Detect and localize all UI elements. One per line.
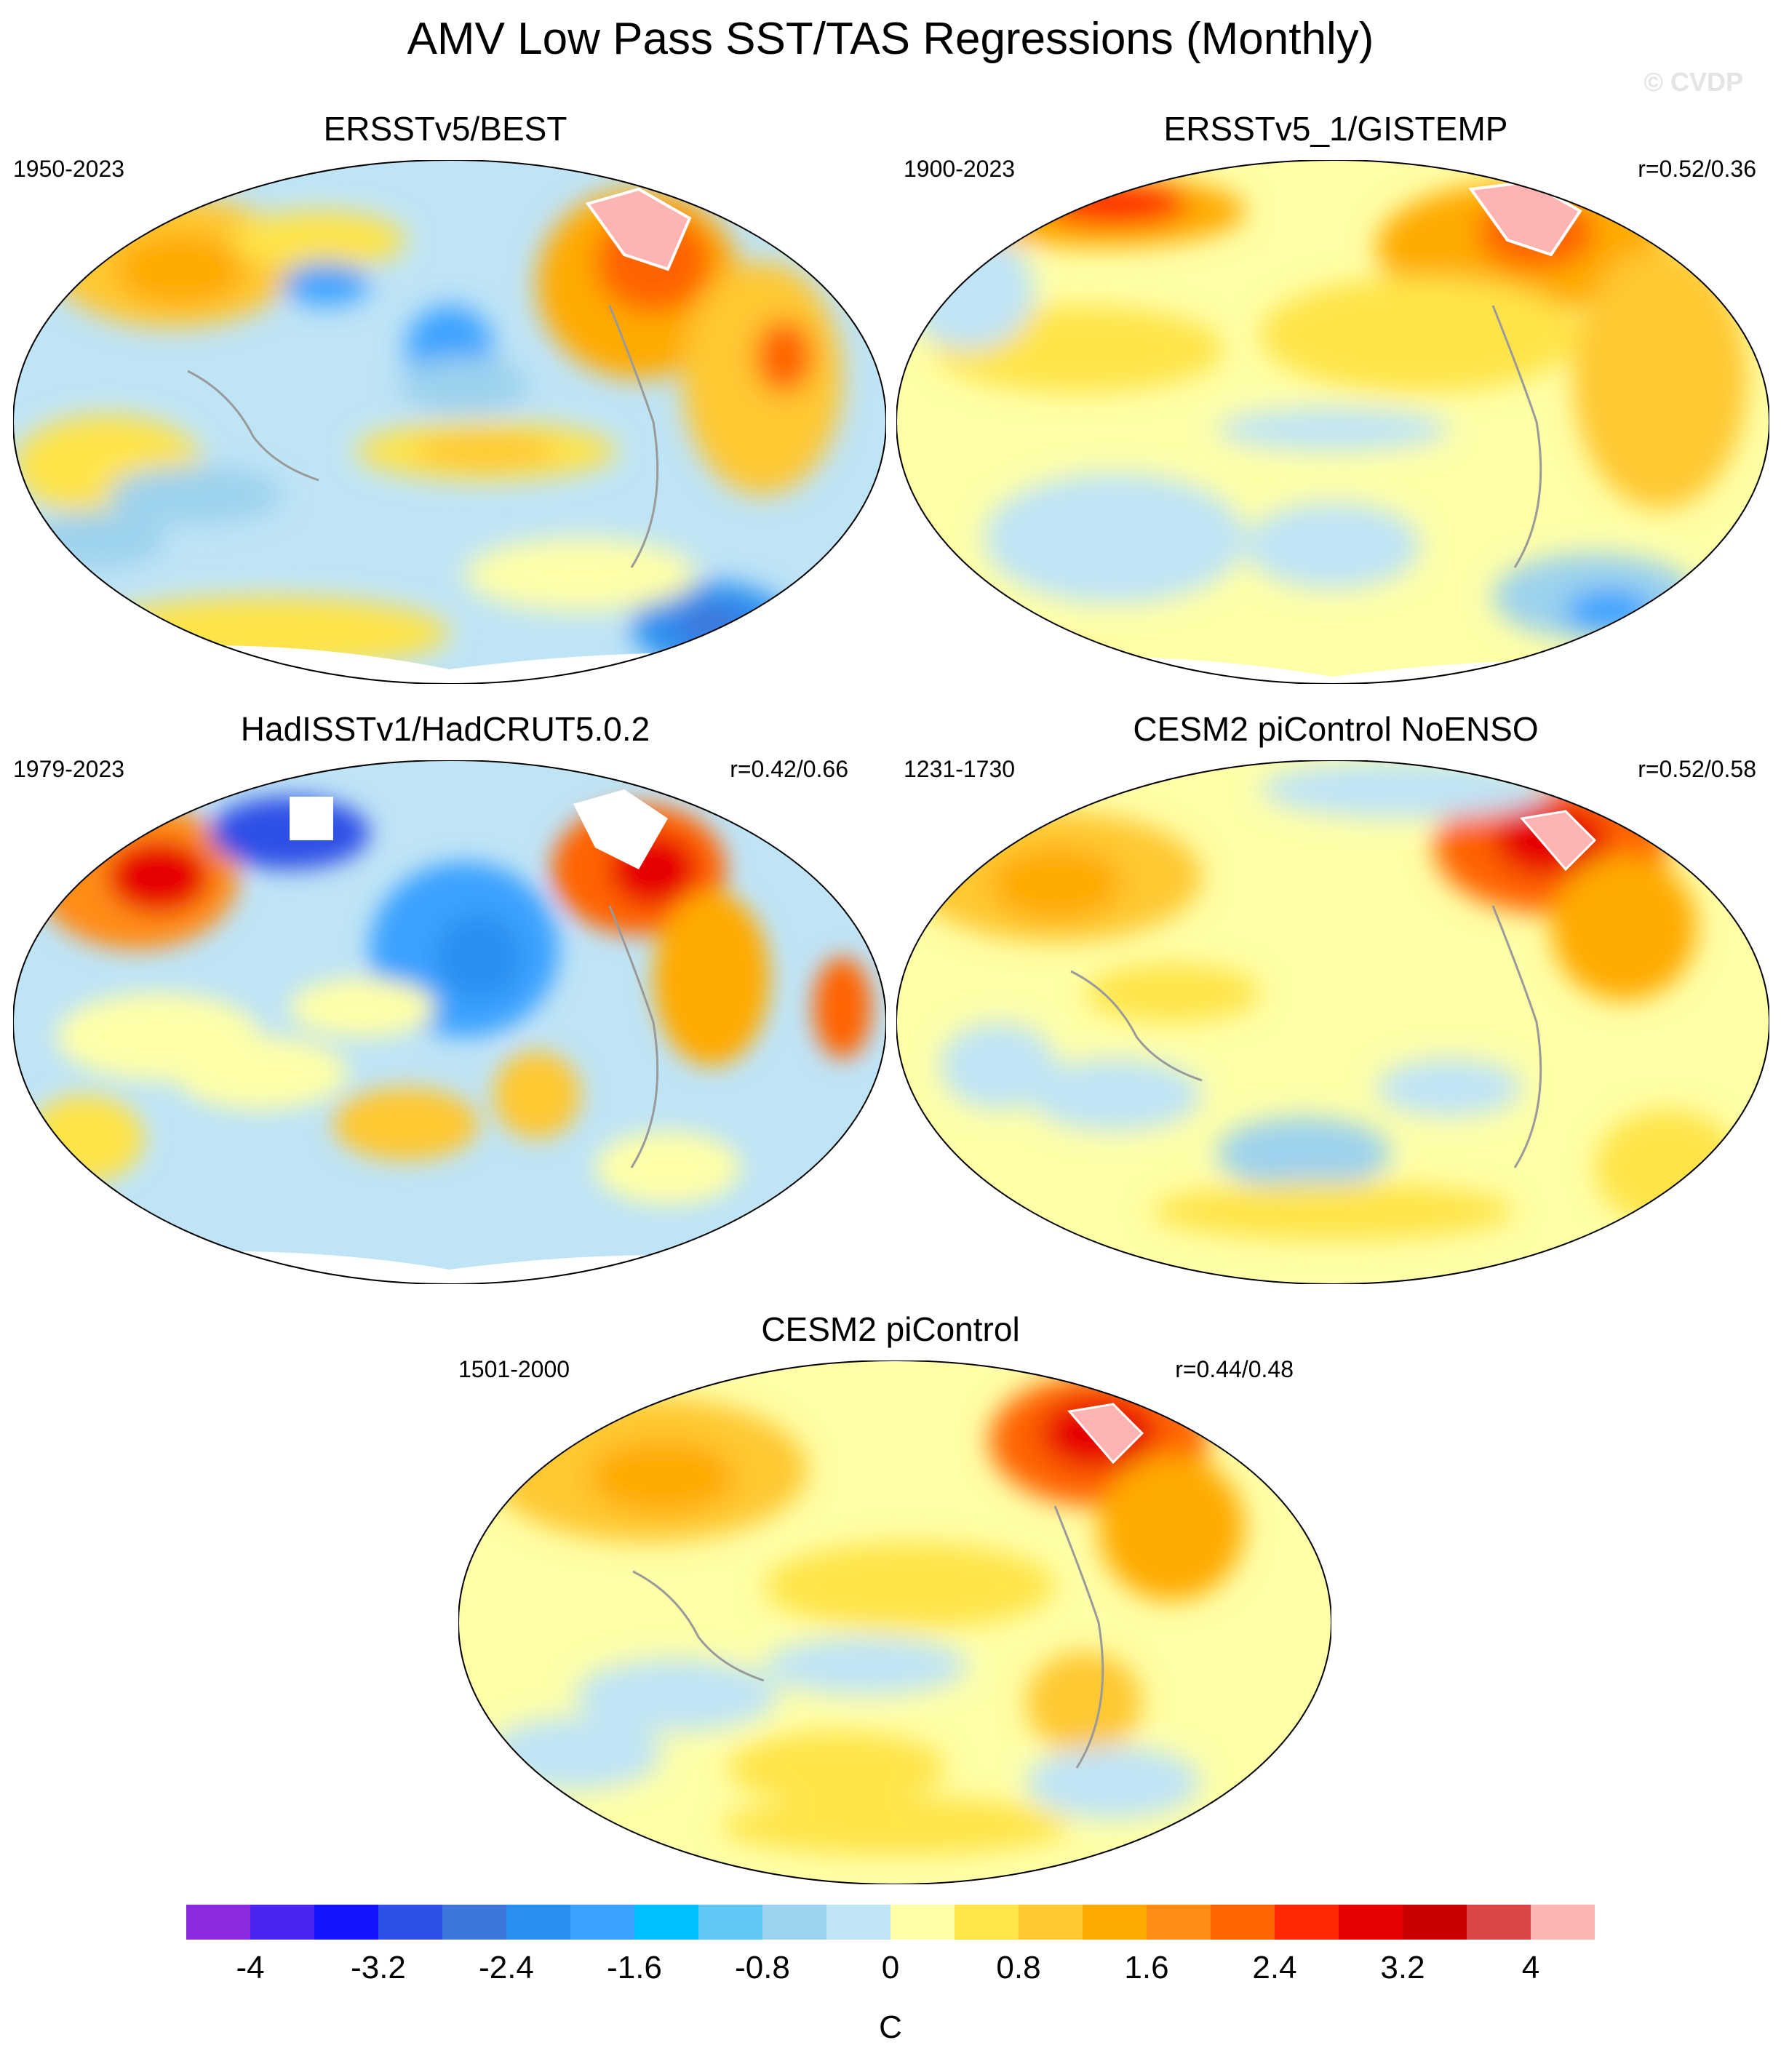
world-map: [896, 160, 1769, 684]
panel-cesm2-picontrol: CESM2 piControl 1501-2000 r=0.44/0.48: [445, 1310, 1336, 1892]
colorbar-swatch: [1019, 1905, 1083, 1940]
colorbar-swatch: [506, 1905, 571, 1940]
colorbar-swatch: [442, 1905, 507, 1940]
panel-title: CESM2 piControl NoENSO: [1133, 710, 1539, 748]
colorbar-tick-label: 2.4: [1252, 1950, 1297, 1985]
world-map: [13, 160, 886, 684]
panel-correlation: r=0.52/0.58: [1638, 756, 1756, 782]
colorbar-tick-label: -3.2: [351, 1950, 406, 1985]
panel-title: ERSSTv5/BEST: [323, 110, 567, 148]
colorbar-swatch: [570, 1905, 635, 1940]
panel-correlation: r=0.52/0.36: [1638, 156, 1756, 182]
colorbar-tick-label: -2.4: [479, 1950, 534, 1985]
colorbar-tick-label: -4: [236, 1950, 265, 1985]
panel-years: 1231-1730: [904, 756, 1016, 782]
colorbar-swatch: [314, 1905, 379, 1940]
colorbar-unit: C: [879, 2009, 902, 2045]
panel-years: 1979-2023: [13, 756, 125, 782]
panel-title: CESM2 piControl: [761, 1310, 1020, 1348]
panel-title: HadISSTv1/HadCRUT5.0.2: [240, 710, 650, 748]
figure-title: AMV Low Pass SST/TAS Regressions (Monthl…: [407, 14, 1374, 64]
colorbar-swatch: [186, 1905, 251, 1940]
colorbar-swatches: [186, 1905, 1595, 1940]
colorbar-tick-label: 4: [1521, 1950, 1540, 1985]
colorbar: [186, 1905, 1595, 1943]
colorbar-swatch: [1467, 1905, 1531, 1940]
colorbar-swatch: [762, 1905, 827, 1940]
panel-hadisstv1-hadcrut: HadISSTv1/HadCRUT5.0.2 1979-2023 r=0.42/…: [0, 709, 890, 1291]
panel-years: 1900-2023: [904, 156, 1016, 182]
world-map: [13, 760, 886, 1284]
panel-title: ERSSTv5_1/GISTEMP: [1163, 110, 1508, 148]
colorbar-swatch: [1275, 1905, 1339, 1940]
colorbar-swatch: [634, 1905, 699, 1940]
colorbar-swatch: [698, 1905, 763, 1940]
colorbar-swatch: [250, 1905, 315, 1940]
colorbar-swatch: [1531, 1905, 1595, 1940]
panel-correlation: r=0.44/0.48: [1175, 1356, 1294, 1382]
copyright-watermark: © CVDP: [1643, 67, 1743, 97]
colorbar-swatch: [1147, 1905, 1211, 1940]
colorbar-tick-label: 0: [881, 1950, 900, 1985]
world-map: [458, 1360, 1331, 1884]
panel-years: 1501-2000: [458, 1356, 570, 1382]
colorbar-swatch: [890, 1905, 955, 1940]
colorbar-tick-label: -1.6: [607, 1950, 662, 1985]
colorbar-swatch: [1403, 1905, 1467, 1940]
colorbar-swatch: [1083, 1905, 1147, 1940]
colorbar-tick-label: -0.8: [735, 1950, 790, 1985]
colorbar-swatch: [826, 1905, 891, 1940]
colorbar-swatch: [955, 1905, 1019, 1940]
panel-correlation: r=0.42/0.66: [730, 756, 848, 782]
colorbar-tick-label: 1.6: [1124, 1950, 1169, 1985]
panel-cesm2-picontrol-noenso: CESM2 piControl NoENSO 1231-1730 r=0.52/…: [890, 709, 1781, 1291]
colorbar-tick-label: 3.2: [1380, 1950, 1425, 1985]
colorbar-tick-label: 0.8: [996, 1950, 1041, 1985]
colorbar-swatch: [1211, 1905, 1275, 1940]
panel-ersstv5-best: ERSSTv5/BEST 1950-2023: [0, 109, 890, 691]
panel-ersstv5-1-gistemp: ERSSTv5_1/GISTEMP 1900-2023 r=0.52/0.36: [890, 109, 1781, 691]
world-map: [896, 760, 1769, 1284]
colorbar-swatch: [1339, 1905, 1403, 1940]
panel-years: 1950-2023: [13, 156, 125, 182]
colorbar-swatch: [378, 1905, 443, 1940]
